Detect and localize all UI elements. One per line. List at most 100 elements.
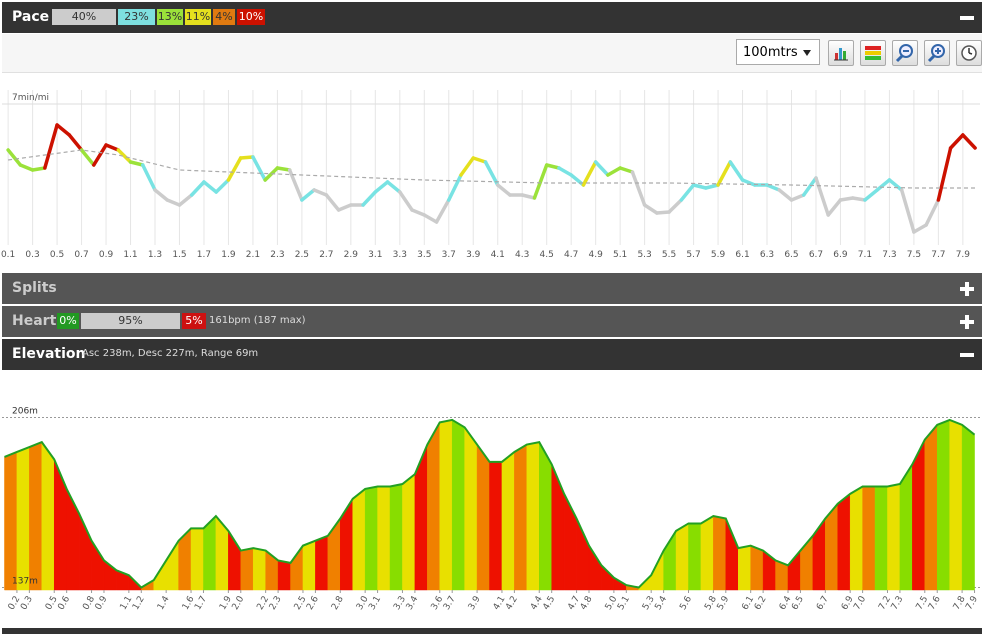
elevation-slice <box>899 463 913 591</box>
icon <box>927 44 945 63</box>
pace-segment <box>642 203 659 215</box>
x-tick-label: 4.7 <box>564 250 578 260</box>
zones-button[interactable] <box>860 40 886 66</box>
pace-segment <box>850 196 867 202</box>
pace-segment <box>398 190 414 212</box>
x-tick-label: 2.9 <box>344 250 359 260</box>
x-tick-label: 3.7 <box>442 250 456 260</box>
pace-segment <box>214 178 231 194</box>
distance-select[interactable]: 100mtrs <box>736 39 820 65</box>
elevation-slice <box>688 523 702 591</box>
pace-segment <box>728 160 745 182</box>
x-tick-label: 0.6 <box>56 594 72 612</box>
x-tick-label: 3.1 <box>367 595 383 612</box>
elevation-slice <box>302 540 316 591</box>
elevation-slice <box>402 473 416 591</box>
zoom-in-button[interactable] <box>924 40 950 66</box>
expand-icon[interactable] <box>960 315 974 329</box>
x-tick-label: 7.6 <box>927 594 943 612</box>
elevation-slice <box>725 518 739 591</box>
pace-zone: 13% <box>157 9 183 25</box>
elevation-slice <box>190 528 204 591</box>
elevation-header[interactable]: Elevation Asc 238m, Desc 227m, Range 69m <box>2 339 982 370</box>
expand-icon[interactable] <box>960 282 974 296</box>
elevation-slice <box>501 451 515 591</box>
pace-zone: 10% <box>237 9 265 25</box>
x-tick-label: 4.2 <box>504 595 520 612</box>
elevation-slice <box>588 544 602 591</box>
zoom-out-button[interactable] <box>892 40 918 66</box>
collapse-icon[interactable] <box>960 353 974 357</box>
x-tick-label: 1.5 <box>172 250 186 260</box>
x-tick-label: 2.6 <box>305 594 321 612</box>
pace-segment <box>557 166 573 177</box>
x-tick-label: 1.2 <box>131 595 147 612</box>
elevation-slice <box>66 488 80 591</box>
x-tick-label: 3.4 <box>405 594 421 612</box>
pace-segment <box>593 160 610 177</box>
elevation-slice <box>290 544 304 591</box>
average-line <box>8 149 976 189</box>
elevation-slice <box>240 547 254 591</box>
x-tick-label: 1.9 <box>221 250 236 260</box>
pace-segment <box>581 160 598 187</box>
x-tick-label: 5.3 <box>637 250 651 260</box>
pace-segment <box>691 183 708 190</box>
x-tick-label: 4.3 <box>515 250 529 260</box>
x-tick-label: 4.5 <box>540 250 554 260</box>
pace-segment <box>863 188 879 202</box>
x-tick-label: 7.1 <box>858 250 872 260</box>
pace-segment <box>447 173 463 202</box>
elevation-slice <box>750 545 764 591</box>
elevation-slice <box>949 419 963 591</box>
pace-segment <box>716 160 733 187</box>
elevation-slice <box>252 547 266 591</box>
elevation-slice <box>514 444 528 591</box>
x-tick-label: 5.4 <box>653 594 669 612</box>
time-button[interactable] <box>956 40 982 66</box>
elevation-slice <box>165 539 179 591</box>
x-tick-label: 0.1 <box>1 250 15 260</box>
heart-zone: 0% <box>57 313 79 329</box>
x-tick-label: 3.5 <box>417 250 431 260</box>
x-tick-label: 4.9 <box>588 250 603 260</box>
elevation-slice <box>277 560 291 591</box>
pace-header[interactable]: Pace 40% 23% 13% 11% 4% 10% <box>2 2 982 33</box>
pace-segment <box>238 155 255 160</box>
pace-segment <box>912 223 928 234</box>
pace-segment <box>55 123 72 137</box>
pace-segment <box>361 190 378 207</box>
heart-header[interactable]: Heart 0% 95% 5% 161bpm (187 max) <box>2 306 982 337</box>
x-tick-label: 7.7 <box>931 250 945 260</box>
x-tick-label: 0.7 <box>74 250 88 260</box>
pace-segment <box>202 180 218 194</box>
pace-segment <box>606 166 622 177</box>
pace-zone: 23% <box>118 9 155 25</box>
splits-title: Splits <box>12 280 57 296</box>
pace-segment <box>18 163 35 172</box>
x-tick-label: 7.9 <box>956 250 971 260</box>
bar-chart-button[interactable] <box>828 40 854 66</box>
x-tick-label: 1.1 <box>123 250 137 260</box>
x-tick-label: 4.5 <box>541 595 557 612</box>
elevation-slice <box>414 444 428 591</box>
pace-segment <box>373 180 390 194</box>
heart-zone: 95% <box>81 313 180 329</box>
x-tick-label: 0.3 <box>19 595 35 612</box>
x-tick-label: 3.1 <box>368 250 382 260</box>
pace-segment <box>875 178 892 192</box>
heart-summary: 161bpm (187 max) <box>209 315 306 326</box>
elevation-slice <box>29 441 43 591</box>
pace-segment <box>826 198 843 217</box>
pace-segment <box>177 193 194 207</box>
pace-segment <box>838 196 855 202</box>
splits-header[interactable]: Splits <box>2 273 982 304</box>
collapse-icon[interactable] <box>960 16 974 20</box>
x-tick-label: 5.9 <box>711 250 726 260</box>
pace-zone: 4% <box>213 9 235 25</box>
x-tick-label: 1.7 <box>197 250 211 260</box>
pace-segment <box>30 166 47 172</box>
pace-segment <box>679 183 696 202</box>
elevation-slice <box>340 497 353 591</box>
